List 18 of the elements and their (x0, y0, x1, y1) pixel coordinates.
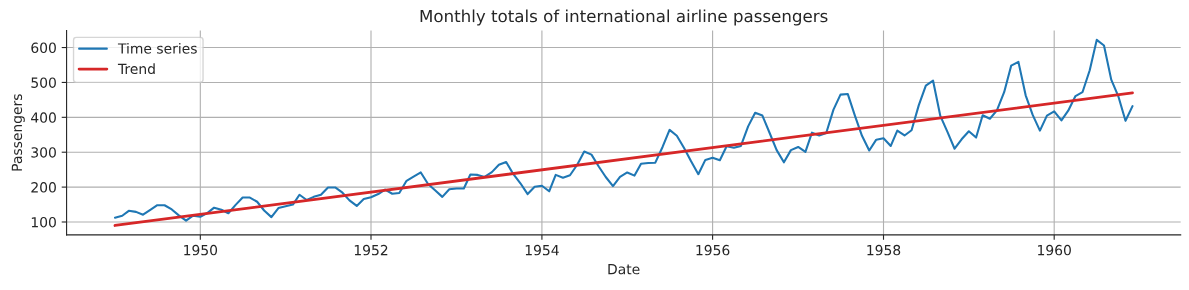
line-series (113, 38, 1134, 222)
y-tick-label: 500 (31, 77, 56, 88)
y-tick-label: 100 (31, 216, 56, 228)
y-tick-label: 300 (31, 147, 56, 158)
y-axis-title: Passengers (11, 94, 25, 171)
x-tick-label: 1954 (525, 244, 559, 256)
y-tick-label: 400 (31, 112, 56, 123)
legend-label: Time series (117, 42, 197, 54)
legend-label: Trend (117, 63, 155, 75)
x-tick-label: 1960 (1038, 244, 1071, 256)
x-tick-label: 1950 (184, 244, 218, 256)
y-tick-label: 200 (31, 182, 56, 193)
x-tick-label: 1958 (867, 244, 901, 256)
chart-title: Monthly totals of international airline passengers (420, 9, 828, 26)
y-tick-label: 600 (31, 42, 56, 54)
x-axis-title: Date (608, 264, 640, 275)
x-tick-label: 1952 (354, 244, 388, 256)
x-tick-label: 1956 (696, 244, 730, 256)
